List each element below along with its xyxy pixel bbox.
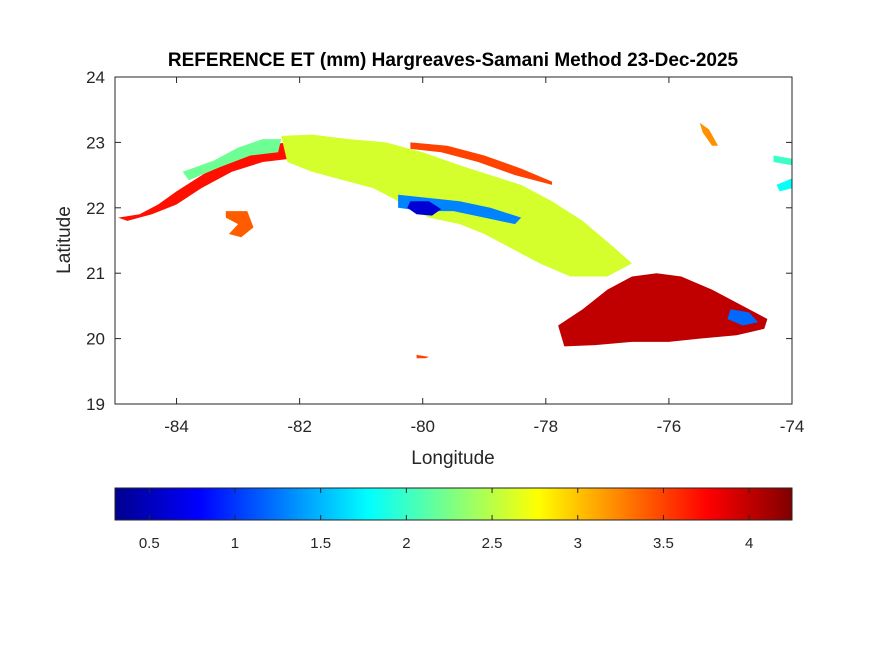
x-tick-label: -82 xyxy=(287,417,312,436)
map-region xyxy=(182,139,282,181)
map-region xyxy=(410,142,552,185)
colorbar-tick-label: 4 xyxy=(745,535,753,552)
y-tick-label: 24 xyxy=(86,68,105,87)
colorbar-tick-label: 3.5 xyxy=(653,535,674,552)
y-tick-label: 20 xyxy=(86,330,105,349)
y-tick-label: 23 xyxy=(86,133,105,152)
y-axis-label: Latitude xyxy=(54,206,75,274)
map-axes xyxy=(115,77,792,404)
x-axis-label: Longitude xyxy=(411,448,494,469)
x-tick-label: -84 xyxy=(164,417,189,436)
map-region xyxy=(776,178,792,192)
chart-title: REFERENCE ET (mm) Hargreaves-Samani Meth… xyxy=(168,50,739,71)
x-tick-label: -80 xyxy=(410,417,435,436)
map-region xyxy=(225,211,254,238)
colorbar-tick-label: 0.5 xyxy=(139,535,160,552)
map-region xyxy=(773,155,792,166)
y-tick-label: 19 xyxy=(86,395,105,414)
y-tick-label: 21 xyxy=(86,264,105,283)
map-region xyxy=(407,201,442,216)
colorbar-tick-label: 1 xyxy=(231,535,239,552)
colorbar xyxy=(114,487,793,521)
map-regions xyxy=(118,122,792,359)
map-region xyxy=(727,309,759,326)
map-axes-frame xyxy=(114,76,793,405)
colorbar-tick-label: 3 xyxy=(574,535,582,552)
map-region xyxy=(118,142,291,221)
y-tick-label: 22 xyxy=(86,199,105,218)
x-tick-label: -76 xyxy=(657,417,682,436)
colorbar-tick-label: 2 xyxy=(402,535,410,552)
map-region xyxy=(699,122,719,146)
axis-ticks: -84 -82 -80 -78 -76 -74 19 20 21 22 23 24 xyxy=(86,68,804,436)
map-region xyxy=(416,354,429,359)
map-region xyxy=(558,273,768,347)
colorbar-ticks: 0.5 1 1.5 2 2.5 3 3.5 4 xyxy=(139,488,753,552)
x-tick-label: -78 xyxy=(534,417,559,436)
x-tick-label: -74 xyxy=(780,417,805,436)
colorbar-tick-label: 1.5 xyxy=(310,535,331,552)
colorbar-tick-label: 2.5 xyxy=(482,535,503,552)
